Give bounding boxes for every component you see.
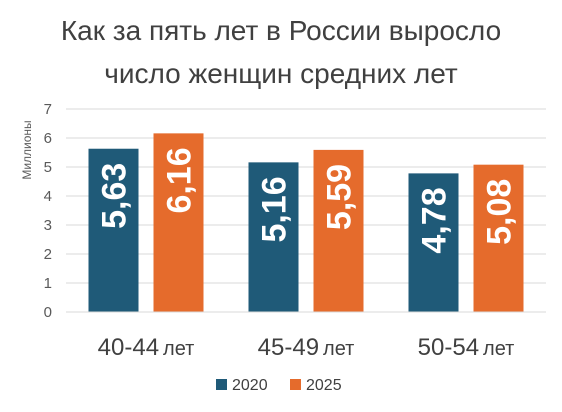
- legend-swatch-2020: [216, 379, 227, 390]
- y-tick-label: 4: [44, 188, 52, 205]
- y-axis-title: Миллионы: [20, 120, 34, 179]
- bar-2025-50-54: [473, 164, 524, 312]
- x-category-label: 40-44 лет: [98, 334, 195, 361]
- x-category-label: 45-49 лет: [258, 334, 355, 361]
- y-tick-label: 0: [44, 304, 52, 321]
- bar-value-label: 6,16: [161, 147, 199, 213]
- x-category-unit: лет: [163, 338, 194, 360]
- x-category-range: 45-49: [258, 334, 319, 361]
- bar-value-label: 5,08: [481, 179, 519, 245]
- y-tick-label: 2: [44, 246, 52, 263]
- bar-value-label: 4,78: [416, 187, 454, 253]
- x-category-unit: лет: [323, 338, 354, 360]
- bar-value-label: 5,59: [321, 164, 359, 230]
- bar-value-label: 5,16: [256, 176, 294, 242]
- bar-2025-40-44: [153, 133, 204, 312]
- legend-label: 2025: [306, 377, 342, 394]
- y-tick-label: 1: [44, 275, 52, 292]
- legend-label: 2020: [232, 377, 268, 394]
- y-tick-label: 5: [44, 159, 52, 176]
- bar-value-label: 5,63: [96, 163, 134, 229]
- x-category-range: 40-44: [98, 334, 159, 361]
- chart-title-line: Как за пять лет в России выросло: [61, 15, 501, 46]
- x-category-label: 50-54 лет: [418, 334, 515, 361]
- bar-2020-45-49: [248, 162, 299, 312]
- chart-title-line: число женщин средних лет: [104, 58, 458, 89]
- x-category-range: 50-54: [418, 334, 479, 361]
- bar-2020-40-44: [88, 148, 139, 312]
- y-tick-label: 7: [44, 101, 52, 118]
- bar-2025-45-49: [313, 149, 364, 312]
- legend-swatch-2025: [290, 379, 301, 390]
- y-tick-label: 6: [44, 130, 52, 147]
- y-tick-label: 3: [44, 217, 52, 234]
- x-category-unit: лет: [483, 338, 514, 360]
- bar-2020-50-54: [408, 173, 459, 312]
